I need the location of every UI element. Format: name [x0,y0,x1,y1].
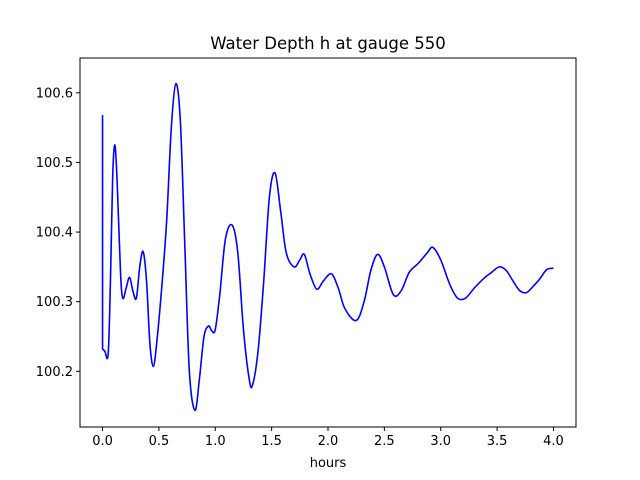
x-axis: 0.0 0.5 1.0 1.5 2.0 2.5 3.0 3.5 4.0 [92,427,564,449]
x-tick-label: 2.5 [374,434,395,449]
y-tick-label: 100.4 [36,226,73,241]
plot-frame [79,57,577,428]
x-axis-label: hours [310,456,347,471]
y-tick-label: 100.5 [36,156,73,171]
x-tick-label: 4.0 [543,434,564,449]
x-tick-label: 1.5 [261,434,282,449]
y-axis: 100.2 100.3 100.4 100.5 100.6 [36,86,80,380]
y-tick-label: 100.6 [36,86,73,101]
x-tick-label: 3.0 [430,434,451,449]
x-tick-label: 0.0 [92,434,113,449]
chart-title: Water Depth h at gauge 550 [210,34,445,53]
x-tick-label: 3.5 [487,434,508,449]
x-tick-label: 1.0 [205,434,226,449]
x-tick-label: 0.5 [149,434,170,449]
y-tick-label: 100.2 [36,365,73,380]
x-tick-label: 2.0 [318,434,339,449]
y-tick-label: 100.3 [36,295,73,310]
series-line [101,82,554,412]
